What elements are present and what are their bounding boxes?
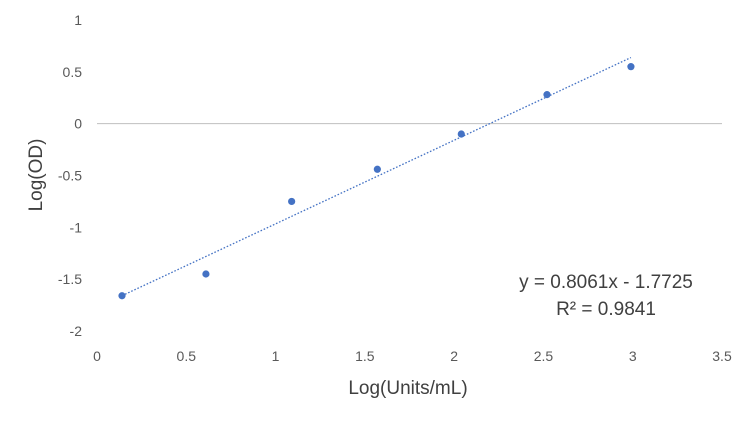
data-point bbox=[288, 197, 296, 206]
tick-labels: 0 0.5 1 1.5 2 2.5 3 3.5 -2 -1.5 -1 -0.5 0 0.5 1 bbox=[58, 12, 732, 364]
data-point bbox=[118, 292, 126, 300]
y-tick-label: 0 bbox=[74, 116, 82, 132]
trendline-r-squared: R² = 0.9841 bbox=[556, 299, 656, 320]
data-point bbox=[202, 270, 210, 278]
x-tick-label: 2 bbox=[450, 348, 458, 364]
x-axis-title: Log(Units/mL) bbox=[348, 378, 467, 399]
data-point bbox=[457, 130, 465, 138]
data-point bbox=[373, 165, 381, 173]
x-tick-label: 0 bbox=[93, 348, 101, 364]
data-point bbox=[627, 63, 635, 71]
x-tick-label: 1.5 bbox=[355, 348, 375, 364]
y-tick-label: -1.5 bbox=[58, 271, 82, 287]
data-point bbox=[543, 91, 551, 99]
trendline bbox=[121, 56, 632, 297]
x-tick-label: 3 bbox=[629, 348, 637, 364]
y-tick-label: -2 bbox=[70, 323, 83, 339]
x-tick-label: 1 bbox=[272, 348, 280, 364]
x-tick-label: 2.5 bbox=[534, 348, 554, 364]
data-points bbox=[118, 63, 635, 300]
x-tick-label: 0.5 bbox=[177, 348, 197, 364]
trendline-equation: y = 0.8061x - 1.7725 bbox=[519, 272, 693, 293]
trendline-layer bbox=[121, 56, 632, 297]
y-tick-label: 0.5 bbox=[63, 64, 83, 80]
y-axis-title: Log(OD) bbox=[26, 139, 47, 212]
y-tick-label: -1 bbox=[70, 219, 83, 235]
x-tick-label: 3.5 bbox=[712, 348, 732, 364]
y-tick-label: -0.5 bbox=[58, 168, 82, 184]
y-tick-label: 1 bbox=[74, 12, 82, 28]
